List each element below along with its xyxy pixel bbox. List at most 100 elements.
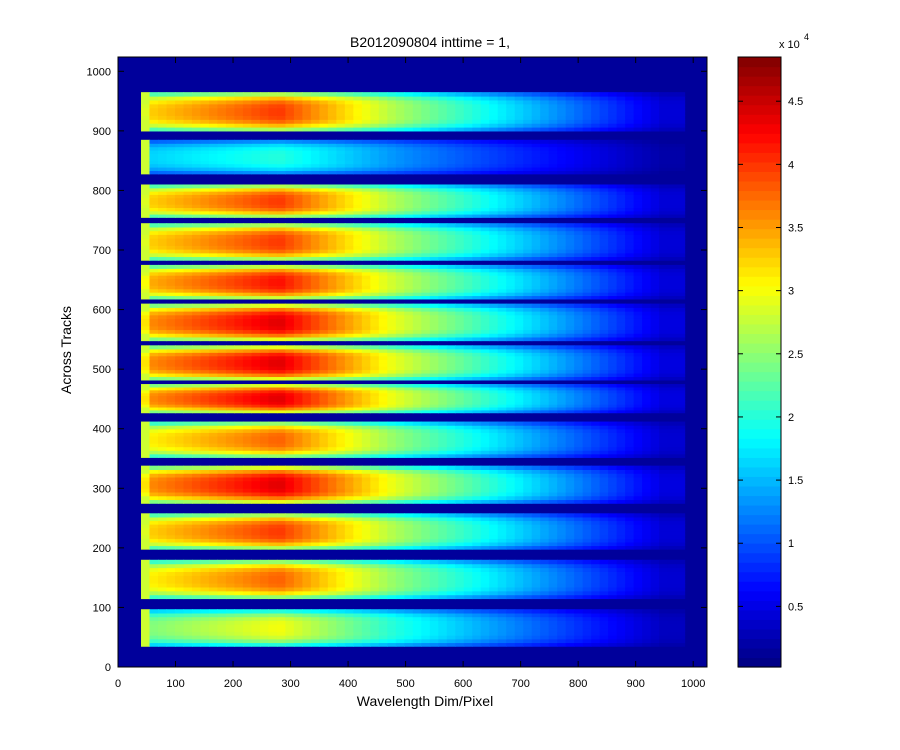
- heatmap-cell: [625, 571, 635, 576]
- heatmap-cell: [319, 401, 329, 405]
- heatmap-cell: [480, 638, 490, 644]
- heatmap-cell: [200, 575, 210, 580]
- heatmap-cell: [557, 473, 567, 478]
- heatmap-cell: [327, 642, 337, 647]
- heatmap-cell: [633, 594, 643, 600]
- heatmap-cell: [446, 443, 456, 448]
- heatmap-cell: [141, 439, 151, 444]
- heatmap-cell: [599, 563, 609, 569]
- heatmap-cell: [412, 359, 422, 364]
- heatmap-cell: [395, 395, 405, 399]
- heatmap-cell: [463, 499, 473, 504]
- heatmap-cell: [310, 638, 320, 644]
- heatmap-cell: [506, 398, 516, 402]
- heatmap-cell: [582, 583, 592, 588]
- heatmap-cell: [472, 495, 482, 501]
- heatmap-cell: [251, 398, 261, 402]
- heatmap-cell: [531, 314, 541, 319]
- heatmap-cell: [174, 409, 185, 414]
- heatmap-cell: [591, 609, 601, 614]
- heatmap-cell: [608, 513, 618, 518]
- heatmap-cell: [378, 545, 388, 550]
- heatmap-cell: [242, 314, 253, 319]
- heatmap-cell: [327, 541, 337, 547]
- heatmap-cell: [370, 583, 380, 588]
- heatmap-cell: [582, 465, 592, 470]
- heatmap-cell: [183, 476, 193, 482]
- heatmap-cell: [650, 372, 660, 378]
- heatmap-cell: [421, 366, 431, 371]
- heatmap-cell: [208, 491, 219, 497]
- heatmap-cell: [591, 488, 601, 493]
- heatmap-cell: [319, 366, 329, 371]
- heatmap-cell: [591, 531, 601, 536]
- heatmap-cell: [412, 366, 422, 371]
- heatmap-cell: [514, 355, 524, 360]
- heatmap-cell: [310, 527, 320, 532]
- heatmap-cell: [472, 531, 482, 536]
- heatmap-cell: [395, 409, 405, 414]
- heatmap-cell: [616, 409, 626, 414]
- heatmap-cell: [557, 534, 567, 539]
- heatmap-cell: [472, 513, 482, 518]
- heatmap-cell: [302, 469, 312, 474]
- heatmap-cell: [438, 345, 448, 350]
- heatmap-cell: [174, 520, 185, 525]
- heatmap-cell: [574, 480, 584, 486]
- heatmap-cell: [141, 307, 151, 312]
- heatmap-cell: [582, 620, 592, 625]
- heatmap-cell: [200, 345, 210, 350]
- heatmap-cell: [174, 627, 185, 632]
- heatmap-cell: [157, 348, 168, 353]
- heatmap-cell: [353, 318, 363, 323]
- heatmap-cell: [429, 439, 439, 444]
- heatmap-cell: [557, 631, 567, 636]
- heatmap-cell: [463, 392, 473, 397]
- heatmap-cell: [514, 534, 524, 539]
- heatmap-cell: [293, 453, 303, 458]
- heatmap-cell: [463, 538, 473, 543]
- heatmap-cell: [438, 348, 448, 353]
- heatmap-cell: [540, 369, 550, 374]
- heatmap-cell: [395, 333, 405, 338]
- heatmap-cell: [302, 534, 312, 539]
- heatmap-cell: [438, 392, 448, 397]
- heatmap-cell: [234, 571, 244, 576]
- heatmap-cell: [302, 586, 312, 592]
- heatmap-cell: [404, 531, 414, 536]
- heatmap-cell: [157, 421, 168, 426]
- heatmap-cell: [591, 345, 601, 350]
- heatmap-cell: [616, 333, 626, 338]
- heatmap-cell: [497, 318, 507, 323]
- heatmap-cell: [327, 395, 337, 399]
- heatmap-cell: [353, 425, 363, 430]
- heatmap-cell: [412, 531, 422, 536]
- heatmap-cell: [514, 386, 524, 391]
- heatmap-cell: [387, 469, 397, 474]
- heatmap-cell: [667, 450, 677, 455]
- heatmap-cell: [667, 421, 677, 426]
- heatmap-cell: [548, 590, 558, 596]
- heatmap-cell: [616, 541, 626, 547]
- heatmap-cell: [353, 499, 363, 504]
- heatmap-cell: [141, 348, 151, 353]
- heatmap-cell: [378, 325, 388, 331]
- heatmap-cell: [242, 389, 253, 394]
- heatmap-cell: [268, 642, 278, 647]
- heatmap-cell: [608, 635, 618, 640]
- heatmap-cell: [191, 476, 202, 482]
- heatmap-cell: [217, 513, 227, 518]
- heatmap-cell: [608, 329, 618, 334]
- heatmap-cell: [344, 392, 354, 397]
- heatmap-cell: [599, 432, 609, 437]
- heatmap-cell: [591, 499, 601, 504]
- heatmap-cell: [183, 352, 193, 357]
- heatmap-cell: [234, 435, 244, 441]
- heatmap-cell: [616, 450, 626, 455]
- heatmap-cell: [191, 406, 202, 411]
- heatmap-cell: [574, 520, 584, 525]
- heatmap-cell: [149, 563, 159, 569]
- heatmap-cell: [480, 450, 490, 455]
- heatmap-cell: [565, 355, 575, 360]
- heatmap-cell: [285, 345, 295, 350]
